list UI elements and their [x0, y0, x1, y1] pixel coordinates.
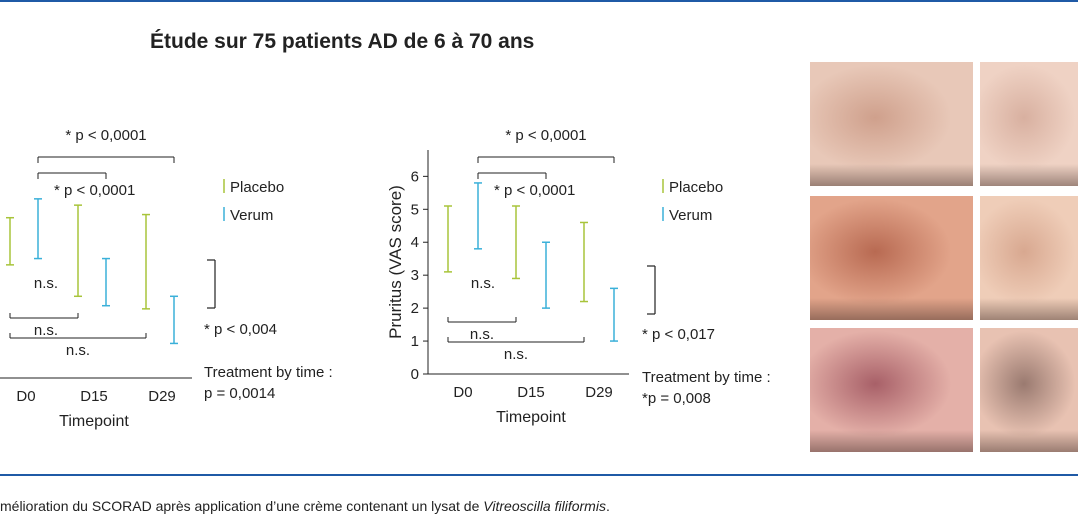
photo-verum-d15: [980, 196, 1078, 320]
photo-placebo-d0-shade: [810, 164, 973, 186]
figure-title: Étude sur 75 patients AD de 6 à 70 ans: [150, 30, 535, 53]
figure-caption: mélioration du SCORAD après application …: [0, 498, 610, 514]
photo-verum-d29: [980, 328, 1078, 452]
chart2-x-tick-label: D0: [453, 384, 472, 401]
chart1-x-tick-label: D15: [80, 388, 108, 405]
photo-placebo-d15: [810, 196, 973, 320]
chart2-ns-center-label: n.s.: [471, 275, 495, 292]
photo-placebo-d15-shade: [810, 298, 973, 320]
chart1-bracket-inner-label: * p < 0,0001: [54, 182, 135, 199]
photo-placebo-d29-shade: [810, 430, 973, 452]
chart1-x-axis-label: Timepoint: [59, 413, 129, 430]
caption-species: Vitreoscilla filiformis: [483, 498, 606, 514]
chart2-bracket-right-label: * p < 0,017: [642, 326, 715, 343]
photo-placebo-d29: [810, 328, 973, 452]
photo-verum-d0: [980, 62, 1078, 186]
chart2-x-tick-label: D29: [585, 384, 613, 401]
photo-verum-d0-shade: [980, 164, 1078, 186]
chart2-y-tick-label: 6: [411, 168, 419, 185]
chart2-legend-label: Placebo: [669, 179, 723, 196]
bottom-rule: [0, 474, 1078, 476]
photo-verum-d15-shade: [980, 298, 1078, 320]
chart2-treatment-line1: Treatment by time :: [642, 369, 771, 386]
chart2-y-axis-label: Pruritus (VAS score): [386, 185, 405, 339]
chart1-ns-bottom1-label: n.s.: [34, 322, 58, 339]
chart1-legend-label: Placebo: [230, 179, 284, 196]
chart2-y-tick-label: 4: [411, 234, 419, 251]
chart1-bracket-top-label: * p < 0,0001: [65, 127, 146, 144]
chart2-y-tick-label: 5: [411, 201, 419, 218]
chart2-x-axis-label: Timepoint: [496, 409, 566, 426]
chart2-y-tick-label: 3: [411, 267, 419, 284]
chart1-treatment-line2: p = 0,0014: [204, 385, 275, 402]
photo-placebo-d0: [810, 62, 973, 186]
chart1-x-tick-label: D29: [148, 388, 176, 405]
chart1-legend-label: Verum: [230, 207, 273, 224]
chart2-y-tick-label: 2: [411, 300, 419, 317]
chart2-bracket-inner-label: * p < 0,0001: [494, 182, 575, 199]
photo-verum-d29-shade: [980, 430, 1078, 452]
chart2-y-tick-label: 0: [411, 366, 419, 383]
chart1-x-tick-label: D0: [16, 388, 35, 405]
chart1-treatment-line1: Treatment by time :: [204, 364, 333, 381]
top-rule: [0, 0, 1078, 2]
chart2-legend-label: Verum: [669, 207, 712, 224]
chart1-ns-center-label: n.s.: [34, 275, 58, 292]
chart2-y-tick-label: 1: [411, 333, 419, 350]
caption-text: mélioration du SCORAD après application …: [0, 498, 484, 514]
chart2-ns-bottom1-label: n.s.: [470, 326, 494, 343]
chart2-treatment-line2: *p = 0,008: [642, 390, 711, 407]
chart1-bracket-right-label: * p < 0,004: [204, 321, 277, 338]
chart2-bracket-top-label: * p < 0,0001: [505, 127, 586, 144]
chart2-ns-bottom2-label: n.s.: [504, 346, 528, 363]
caption-end: .: [605, 498, 610, 514]
chart2-x-tick-label: D15: [517, 384, 545, 401]
chart1-ns-bottom2-label: n.s.: [66, 342, 90, 359]
